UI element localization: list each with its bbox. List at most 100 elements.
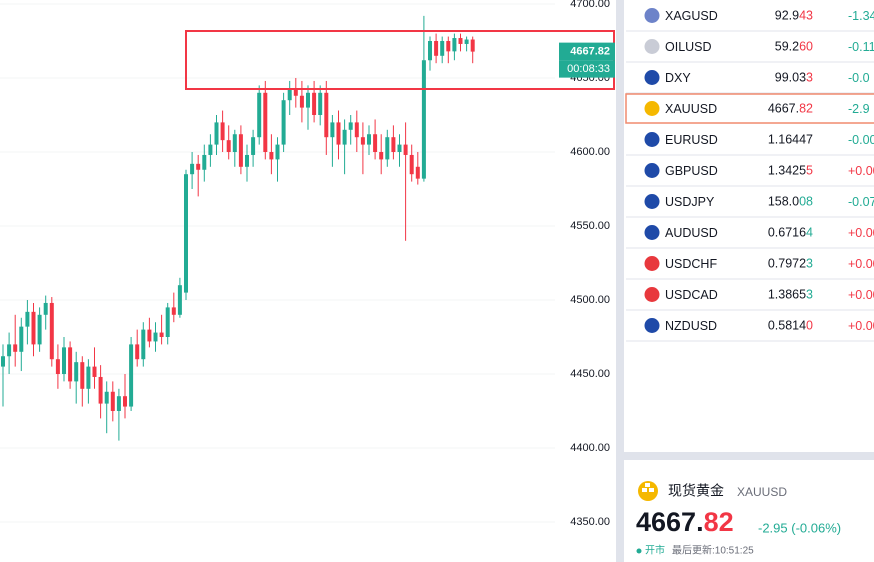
candle-body — [391, 137, 396, 152]
panel-divider — [624, 452, 874, 460]
symbol-icon — [644, 225, 660, 240]
candle-body — [232, 134, 237, 152]
symbol[interactable]: XAGUSD — [665, 9, 718, 23]
price-tail: 3 — [806, 71, 813, 85]
detail-updated: 最后更新:10:51:25 — [672, 544, 754, 557]
price-tail: 0 — [806, 319, 813, 333]
symbol-icon — [644, 101, 660, 116]
gold-icon-bar — [642, 488, 647, 492]
change: -0.07 — [848, 195, 874, 209]
candle-body — [208, 144, 213, 155]
change: +0.0001 — [848, 164, 874, 178]
candle-body — [373, 134, 378, 152]
candle-body — [293, 89, 298, 96]
symbol[interactable]: GBPUSD — [665, 164, 718, 178]
symbol[interactable]: USDJPY — [665, 195, 715, 209]
price: 92.943 — [775, 9, 813, 23]
gold-icon-bar — [645, 483, 650, 487]
candle-body — [269, 151, 274, 160]
price-tick-label: 4600.00 — [570, 146, 610, 158]
symbol-icon — [644, 70, 660, 85]
candle-body — [360, 137, 365, 145]
symbol-icon — [644, 194, 660, 209]
price: 0.67164 — [768, 226, 813, 240]
candle-body — [348, 122, 353, 130]
candle-body — [68, 347, 73, 382]
candle-body — [196, 163, 201, 170]
candle-body — [245, 154, 249, 167]
price-tail: 08 — [799, 195, 813, 209]
price-tail: 43 — [799, 9, 813, 23]
price-main: 0.6716 — [768, 226, 806, 240]
candle-body — [177, 285, 182, 315]
symbol[interactable]: EURUSD — [665, 133, 718, 147]
price-main: 158.0 — [768, 195, 799, 209]
price-axis — [555, 0, 616, 562]
price: 1.16447 — [768, 133, 813, 147]
price: 99.033 — [775, 71, 813, 85]
candle-body — [403, 144, 408, 155]
candle-body — [135, 344, 140, 360]
candle-body — [86, 366, 91, 389]
symbol-icon — [644, 287, 660, 302]
candle-body — [220, 122, 225, 141]
symbol[interactable]: USDCAD — [665, 288, 718, 302]
countdown-label: 00:08:33 — [567, 63, 610, 75]
change: -2.9 — [848, 102, 870, 116]
candle-body — [421, 60, 426, 179]
change: -0.11 — [848, 40, 874, 54]
symbol-icon — [644, 8, 660, 23]
candle-body — [397, 144, 402, 152]
candle-body — [336, 122, 341, 145]
symbol[interactable]: OILUSD — [665, 40, 712, 54]
candle-body — [458, 38, 463, 44]
price-tail: 60 — [799, 40, 813, 54]
candle-body — [385, 137, 390, 160]
symbol[interactable]: AUDUSD — [665, 226, 718, 240]
candle-body — [19, 326, 24, 352]
symbol[interactable]: USDCHF — [665, 257, 717, 271]
candle-body — [452, 38, 457, 52]
candle-body — [37, 314, 42, 345]
symbol[interactable]: DXY — [665, 71, 691, 85]
last-price-box — [559, 42, 615, 61]
price-tail: 4 — [806, 226, 813, 240]
symbol[interactable]: NZDUSD — [665, 319, 717, 333]
symbol[interactable]: XAUUSD — [665, 102, 717, 116]
candle-body — [263, 92, 268, 152]
candle-body — [110, 391, 115, 412]
price: 0.58140 — [768, 319, 813, 333]
price-main: 92.9 — [775, 9, 799, 23]
price-tail: 5 — [806, 164, 813, 178]
change: +0.0001 — [848, 288, 874, 302]
candle-body — [116, 396, 121, 412]
candle-body — [251, 137, 256, 155]
candle-body — [123, 396, 127, 407]
price-tick-label: 4400.00 — [570, 442, 610, 454]
price: 1.34255 — [768, 164, 813, 178]
candle-body — [446, 40, 451, 52]
change: +0.0005 — [848, 257, 874, 271]
symbol-icon — [644, 318, 660, 333]
change: -1.34 — [848, 9, 874, 23]
price-tail: 3 — [806, 288, 813, 302]
watchlist-empty — [624, 340, 874, 452]
candle-body — [55, 359, 60, 375]
candle-body — [13, 344, 18, 352]
countdown-box — [559, 60, 615, 78]
price: 0.79723 — [768, 257, 813, 271]
price-main: 99.03 — [775, 71, 806, 85]
candle-body — [80, 362, 85, 389]
candle-body — [92, 366, 97, 377]
candle-body — [312, 92, 317, 115]
last-price-label: 4667.82 — [570, 46, 610, 58]
change: -0.0 — [848, 71, 870, 85]
price-main: 0.5814 — [768, 319, 806, 333]
gold-icon-bar — [649, 488, 654, 492]
candle-body — [428, 40, 432, 61]
candle-body — [62, 347, 66, 375]
candle-body — [318, 92, 323, 115]
candle-body — [415, 166, 420, 179]
